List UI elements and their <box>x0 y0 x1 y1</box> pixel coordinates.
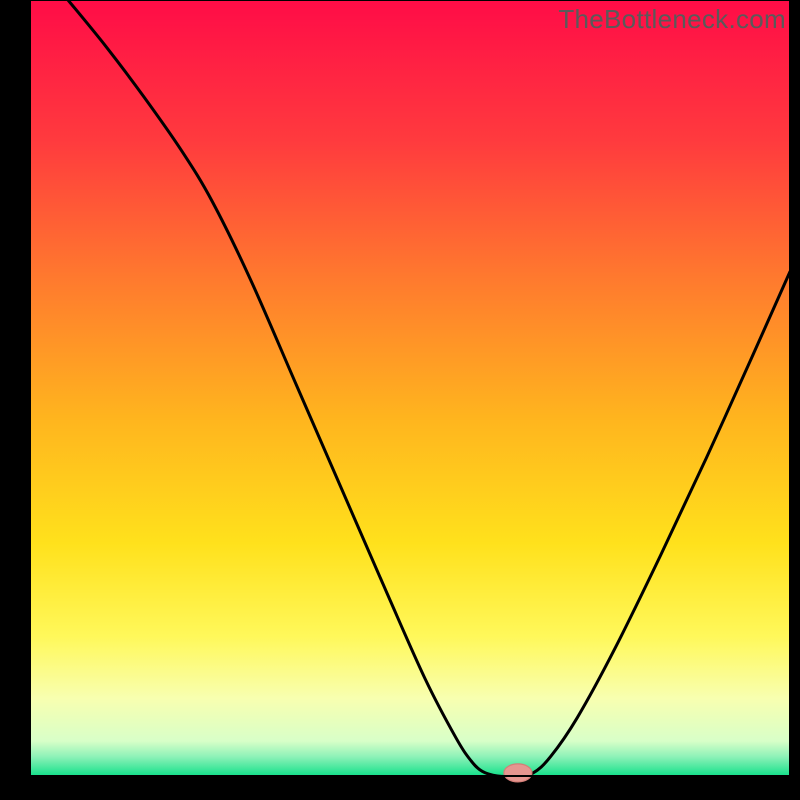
bottleneck-chart: TheBottleneck.com <box>0 0 800 800</box>
optimal-point-marker <box>504 764 532 782</box>
plot-gradient-area <box>30 0 790 776</box>
watermark-text: TheBottleneck.com <box>558 4 786 35</box>
chart-svg <box>0 0 800 800</box>
